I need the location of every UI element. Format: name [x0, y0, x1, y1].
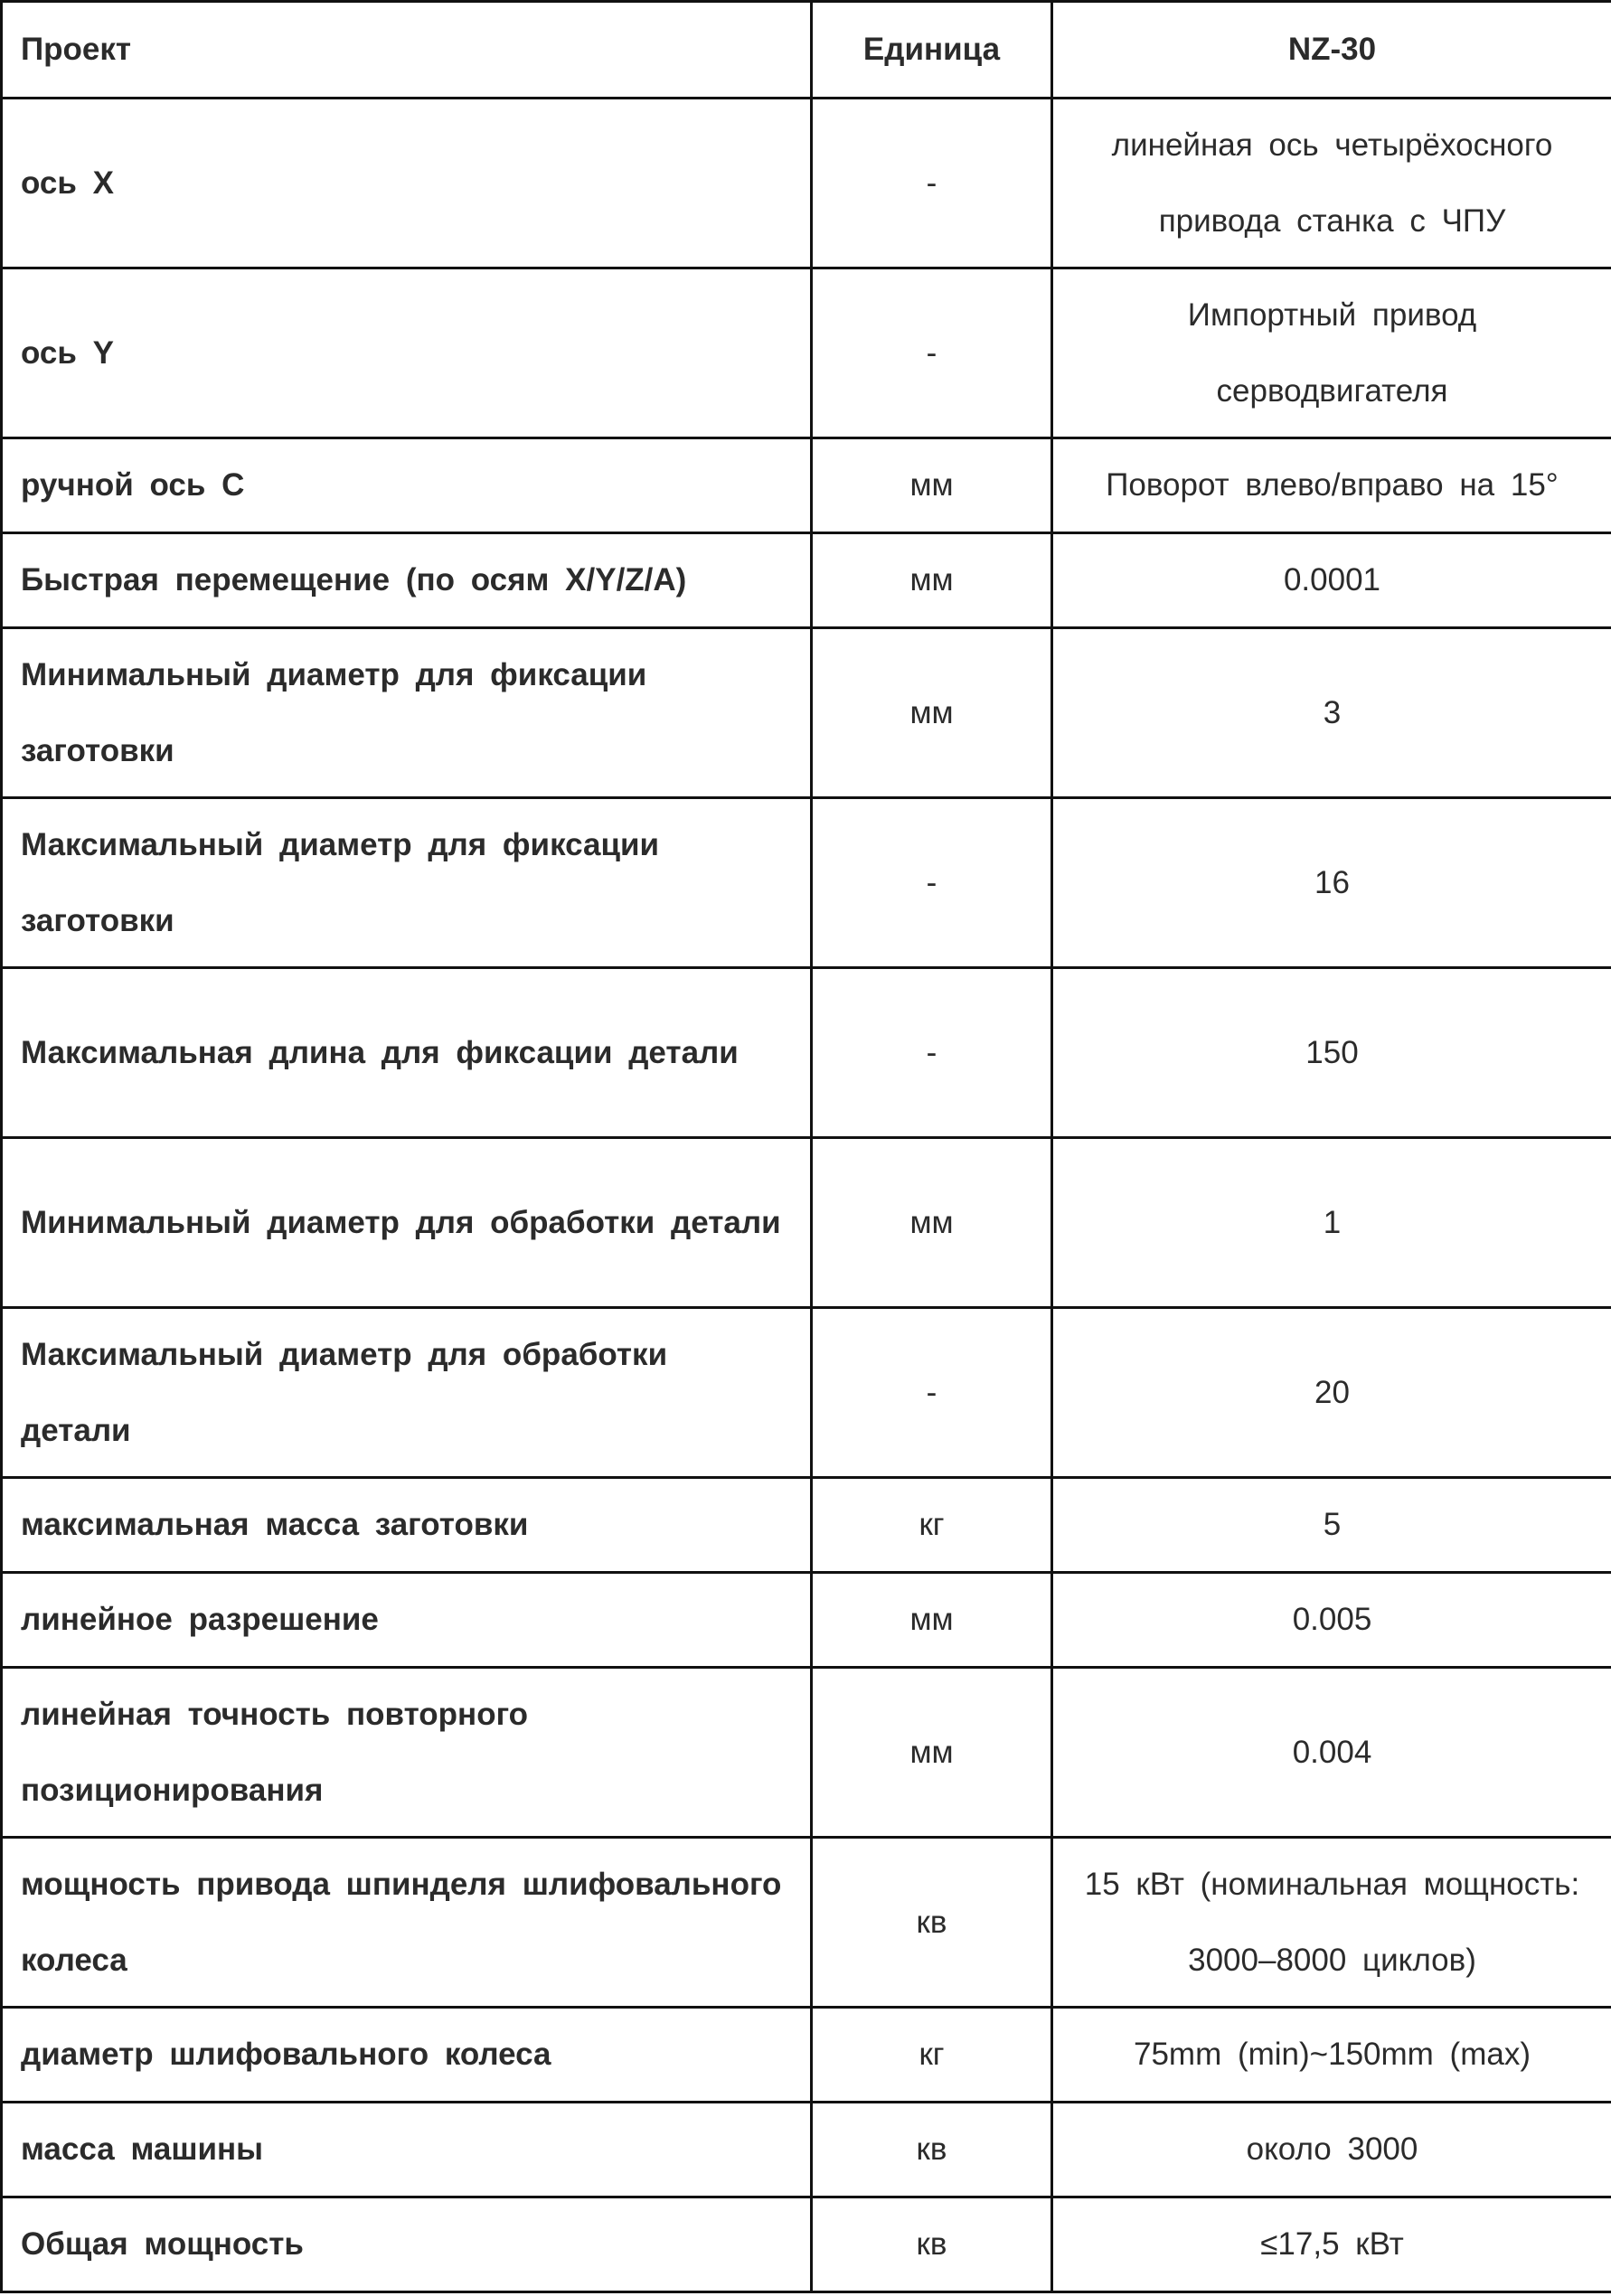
table-row: линейная точность повторного позициониро… — [0, 1666, 1611, 1839]
table-row: мощность привода шпинделя шлифовального … — [0, 1836, 1611, 2009]
row-name: ручной ось C — [0, 437, 813, 534]
row-value: 20 — [1050, 1306, 1611, 1479]
row-unit: мм — [810, 1666, 1053, 1839]
table-row: линейное разрешение мм 0.005 — [0, 1571, 1611, 1669]
row-name: Максимальный диаметр для обработки детал… — [0, 1306, 813, 1479]
row-value: 75mm (min)~150mm (max) — [1050, 2006, 1611, 2103]
row-unit: - — [810, 97, 1053, 269]
row-unit: - — [810, 267, 1053, 439]
row-value: Импортный привод серводвигателя — [1050, 267, 1611, 439]
row-value: около 3000 — [1050, 2101, 1611, 2198]
header-project: Проект — [0, 0, 813, 99]
row-name: Максимальный диаметр для фиксации загото… — [0, 796, 813, 969]
row-value: 1 — [1050, 1136, 1611, 1309]
row-name: диаметр шлифовального колеса — [0, 2006, 813, 2103]
table-row: максимальная масса заготовки кг 5 — [0, 1476, 1611, 1574]
row-unit: мм — [810, 1571, 1053, 1669]
row-value: 0.004 — [1050, 1666, 1611, 1839]
table-row: ось X - линейная ось четырёхосного привода… — [0, 97, 1611, 269]
row-value: Поворот влево/вправо на 15° — [1050, 437, 1611, 534]
row-name: Минимальный диаметр для фиксации заготов… — [0, 626, 813, 799]
row-value: ≤17,5 кВт — [1050, 2196, 1611, 2293]
row-name: линейная точность повторного позициониро… — [0, 1666, 813, 1839]
row-name: Максимальная длина для фиксации детали — [0, 966, 813, 1139]
header-unit: Единица — [810, 0, 1053, 99]
table-row: Максимальный диаметр для фиксации загото… — [0, 796, 1611, 969]
table-row: Минимальный диаметр для обработки детали… — [0, 1136, 1611, 1309]
row-unit: кв — [810, 2101, 1053, 2198]
row-name: Общая мощность — [0, 2196, 813, 2293]
row-unit: - — [810, 796, 1053, 969]
table-row: Быстрая перемещение (по осям X/Y/Z/A) мм 0… — [0, 532, 1611, 629]
row-value: линейная ось четырёхосного привода станк… — [1050, 97, 1611, 269]
row-value: 15 кВт (номинальная мощность: 3000–8000 … — [1050, 1836, 1611, 2009]
row-value: 0.0001 — [1050, 532, 1611, 629]
table-row: ось Y - Импортный привод серводвигателя — [0, 267, 1611, 439]
row-unit: кв — [810, 2196, 1053, 2293]
row-value: 3 — [1050, 626, 1611, 799]
table-row: масса машины кв около 3000 — [0, 2101, 1611, 2198]
table-row: Общая мощность кв ≤17,5 кВт — [0, 2196, 1611, 2293]
header-model: NZ-30 — [1050, 0, 1611, 99]
row-unit: кг — [810, 1476, 1053, 1574]
row-value: 150 — [1050, 966, 1611, 1139]
table-row: диаметр шлифовального колеса кг 75mm (min)… — [0, 2006, 1611, 2103]
row-name: максимальная масса заготовки — [0, 1476, 813, 1574]
row-unit: кв — [810, 1836, 1053, 2009]
row-unit: - — [810, 1306, 1053, 1479]
row-unit: мм — [810, 532, 1053, 629]
row-value: 5 — [1050, 1476, 1611, 1574]
table-row: Максимальный диаметр для обработки детал… — [0, 1306, 1611, 1479]
table-row: Максимальная длина для фиксации детали -1… — [0, 966, 1611, 1139]
table-row: Минимальный диаметр для фиксации заготов… — [0, 626, 1611, 799]
row-unit: мм — [810, 437, 1053, 534]
row-value: 16 — [1050, 796, 1611, 969]
row-name: линейное разрешение — [0, 1571, 813, 1669]
row-name: мощность привода шпинделя шлифовального … — [0, 1836, 813, 2009]
table-header-row: Проект Единица NZ-30 — [0, 0, 1611, 99]
row-unit: кг — [810, 2006, 1053, 2103]
row-unit: мм — [810, 1136, 1053, 1309]
row-value: 0.005 — [1050, 1571, 1611, 1669]
row-name: Быстрая перемещение (по осям X/Y/Z/A) — [0, 532, 813, 629]
row-name: ось Y — [0, 267, 813, 439]
row-name: ось X — [0, 97, 813, 269]
row-unit: мм — [810, 626, 1053, 799]
row-unit: - — [810, 966, 1053, 1139]
row-name: Минимальный диаметр для обработки детали — [0, 1136, 813, 1309]
row-name: масса машины — [0, 2101, 813, 2198]
